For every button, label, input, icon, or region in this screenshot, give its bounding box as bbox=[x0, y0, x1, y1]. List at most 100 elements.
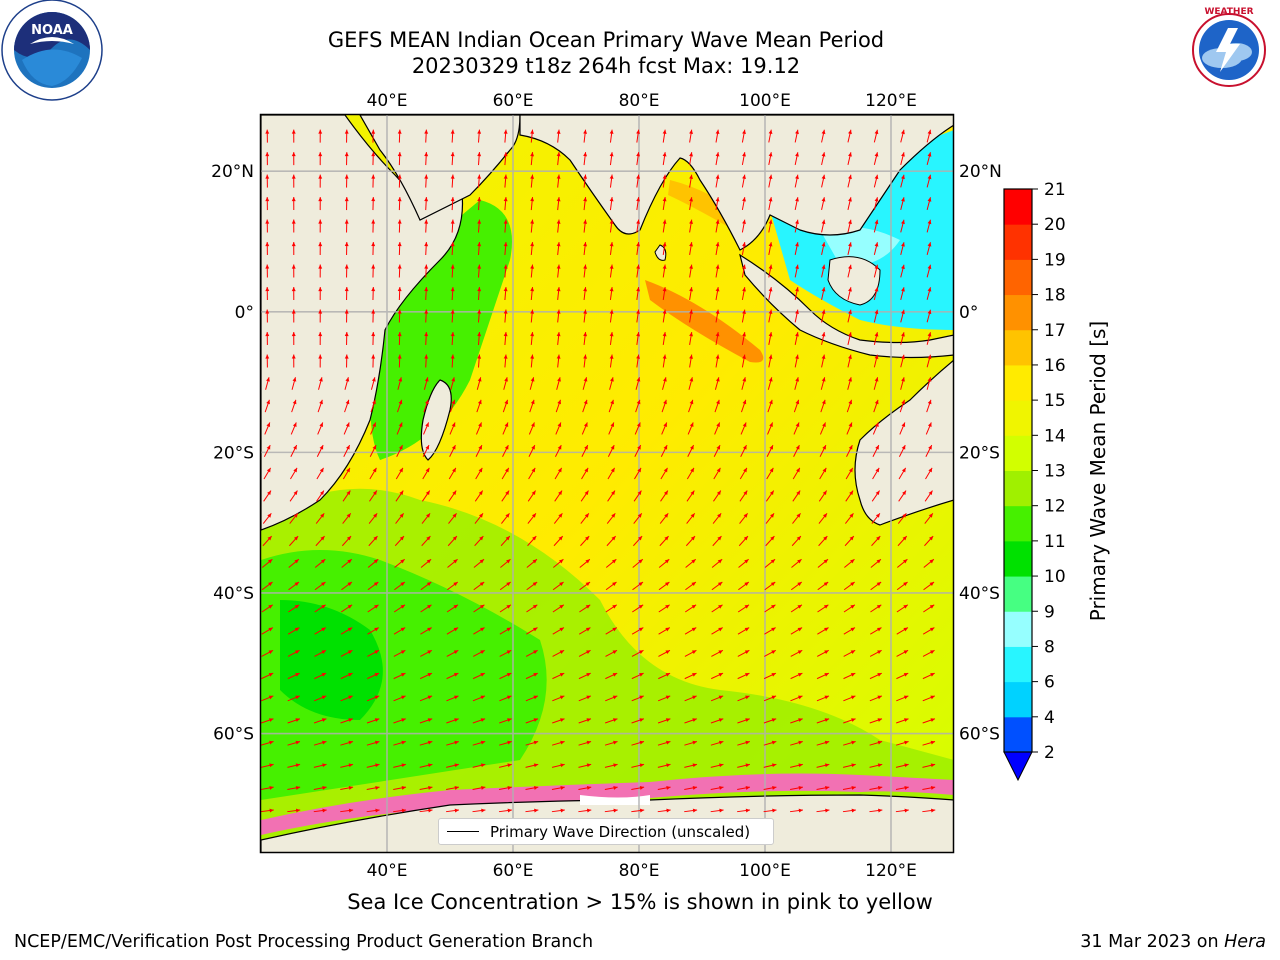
wave-arrow-770 bbox=[684, 785, 698, 791]
wave-arrow-139 bbox=[503, 242, 508, 256]
wave-arrow-739 bbox=[551, 763, 565, 768]
wave-arrow-394 bbox=[369, 467, 377, 480]
wave-arrow-589 bbox=[711, 627, 723, 635]
wave-arrow-46 bbox=[794, 152, 799, 166]
wave-arrow-460 bbox=[739, 513, 748, 524]
wave-arrow-418 bbox=[316, 490, 325, 502]
map-subtitle: 20230329 t18z 264h fcst Max: 19.12 bbox=[411, 54, 801, 78]
wave-arrow-697 bbox=[816, 718, 830, 724]
wave-arrow-273 bbox=[609, 354, 614, 368]
wave-arrow-730 bbox=[313, 763, 327, 768]
wave-arrow-465 bbox=[871, 513, 881, 524]
wave-arrow-759 bbox=[393, 785, 407, 791]
wave-arrow-163 bbox=[450, 264, 455, 278]
lon-tick-top-4: 120°E bbox=[865, 91, 917, 111]
wave-arrow-226 bbox=[741, 309, 746, 323]
wave-arrow-197 bbox=[662, 287, 667, 301]
wave-arrow-328 bbox=[688, 399, 694, 413]
wave-arrow-702 bbox=[261, 740, 274, 746]
wave-arrow-444 bbox=[315, 513, 325, 524]
wave-arrow-717 bbox=[657, 740, 671, 746]
wave-arrow-57 bbox=[397, 174, 402, 188]
wave-arrow-489 bbox=[818, 535, 828, 547]
wave-arrow-145 bbox=[662, 242, 667, 256]
wave-arrow-346 bbox=[475, 422, 482, 435]
svg-text:NOAA: NOAA bbox=[31, 23, 73, 38]
wave-arrow-643 bbox=[763, 672, 777, 680]
wave-arrow-512 bbox=[738, 558, 749, 568]
wave-arrow-676 bbox=[261, 718, 274, 724]
wave-arrow-309 bbox=[873, 377, 879, 390]
colorbar-tick-8: 13 bbox=[1044, 462, 1066, 482]
wave-arrow-109 bbox=[397, 219, 402, 233]
wave-arrow-276 bbox=[689, 354, 693, 368]
wave-arrow-270 bbox=[530, 354, 535, 368]
wave-arrow-547 bbox=[288, 604, 300, 613]
wave-arrow-151 bbox=[821, 242, 826, 255]
lat-tick-right-0: 20°N bbox=[959, 162, 1002, 182]
wave-arrow-741 bbox=[604, 763, 618, 768]
colorbar-tick-0: 2 bbox=[1044, 743, 1055, 763]
wave-arrow-257 bbox=[873, 332, 879, 345]
wave-arrow-188 bbox=[424, 287, 429, 301]
wave-arrow-539 bbox=[764, 581, 776, 591]
wave-arrow-803 bbox=[869, 808, 883, 813]
wave-arrow-568 bbox=[843, 604, 856, 613]
wave-arrow-706 bbox=[366, 740, 380, 746]
wave-arrow-389 bbox=[925, 444, 933, 457]
wave-arrow-49 bbox=[873, 152, 879, 166]
wave-arrow-223 bbox=[662, 309, 667, 323]
wave-arrow-173 bbox=[715, 264, 720, 278]
wave-arrow-707 bbox=[393, 740, 406, 746]
wave-arrow-463 bbox=[818, 513, 828, 524]
wave-arrow-721 bbox=[763, 740, 777, 746]
wave-arrow-72 bbox=[794, 174, 799, 188]
wave-arrow-320 bbox=[476, 399, 482, 413]
wave-arrow-488 bbox=[791, 535, 802, 547]
wave-arrow-256 bbox=[847, 332, 852, 345]
wave-arrow-101 bbox=[873, 197, 879, 210]
wave-arrow-221 bbox=[609, 309, 614, 323]
wave-arrow-405 bbox=[660, 467, 668, 480]
wave-arrow-510 bbox=[685, 558, 697, 568]
wave-arrow-76 bbox=[900, 174, 905, 188]
wave-arrow-356 bbox=[740, 422, 747, 435]
wave-arrow-41 bbox=[662, 152, 667, 166]
wave-arrow-768 bbox=[631, 785, 645, 791]
wave-arrow-428 bbox=[580, 490, 589, 502]
wave-arrow-340 bbox=[317, 422, 324, 435]
wave-arrow-795 bbox=[657, 808, 671, 813]
wave-arrow-348 bbox=[528, 422, 535, 435]
wave-arrow-664 bbox=[631, 695, 644, 702]
wave-arrow-330 bbox=[740, 399, 747, 413]
wave-arrow-404 bbox=[634, 467, 642, 480]
wave-arrow-239 bbox=[397, 331, 402, 346]
wave-arrow-494 bbox=[261, 558, 273, 568]
wave-arrow-387 bbox=[872, 444, 880, 457]
wave-arrow-36 bbox=[530, 152, 535, 166]
wave-arrow-553 bbox=[446, 604, 459, 613]
map-frame bbox=[259, 113, 955, 854]
wave-arrow-31 bbox=[397, 152, 402, 166]
wave-arrow-718 bbox=[684, 740, 698, 746]
wave-arrow-124 bbox=[794, 219, 799, 233]
wave-arrow-724 bbox=[843, 740, 856, 746]
wave-arrow-467 bbox=[924, 513, 934, 524]
wave-arrow-204 bbox=[847, 287, 852, 300]
wave-arrow-384 bbox=[793, 444, 800, 457]
wave-arrow-300 bbox=[635, 377, 641, 390]
wave-arrow-459 bbox=[712, 513, 722, 524]
wave-arrow-594 bbox=[843, 627, 856, 635]
wave-arrow-16 bbox=[689, 129, 693, 143]
lat-tick-right-3: 40°S bbox=[959, 584, 1000, 604]
wave-arrow-255 bbox=[821, 332, 826, 345]
wave-arrow-86 bbox=[477, 197, 482, 211]
wave-arrow-347 bbox=[502, 422, 509, 435]
wave-arrow-538 bbox=[738, 581, 750, 591]
wave-arrow-180 bbox=[900, 264, 905, 278]
colorbar-segment-5 bbox=[1004, 540, 1032, 577]
wave-arrow-119 bbox=[662, 219, 667, 233]
wave-arrow-623 bbox=[922, 649, 935, 657]
wave-arrow-338 bbox=[264, 422, 271, 435]
wave-arrow-425 bbox=[501, 490, 510, 502]
